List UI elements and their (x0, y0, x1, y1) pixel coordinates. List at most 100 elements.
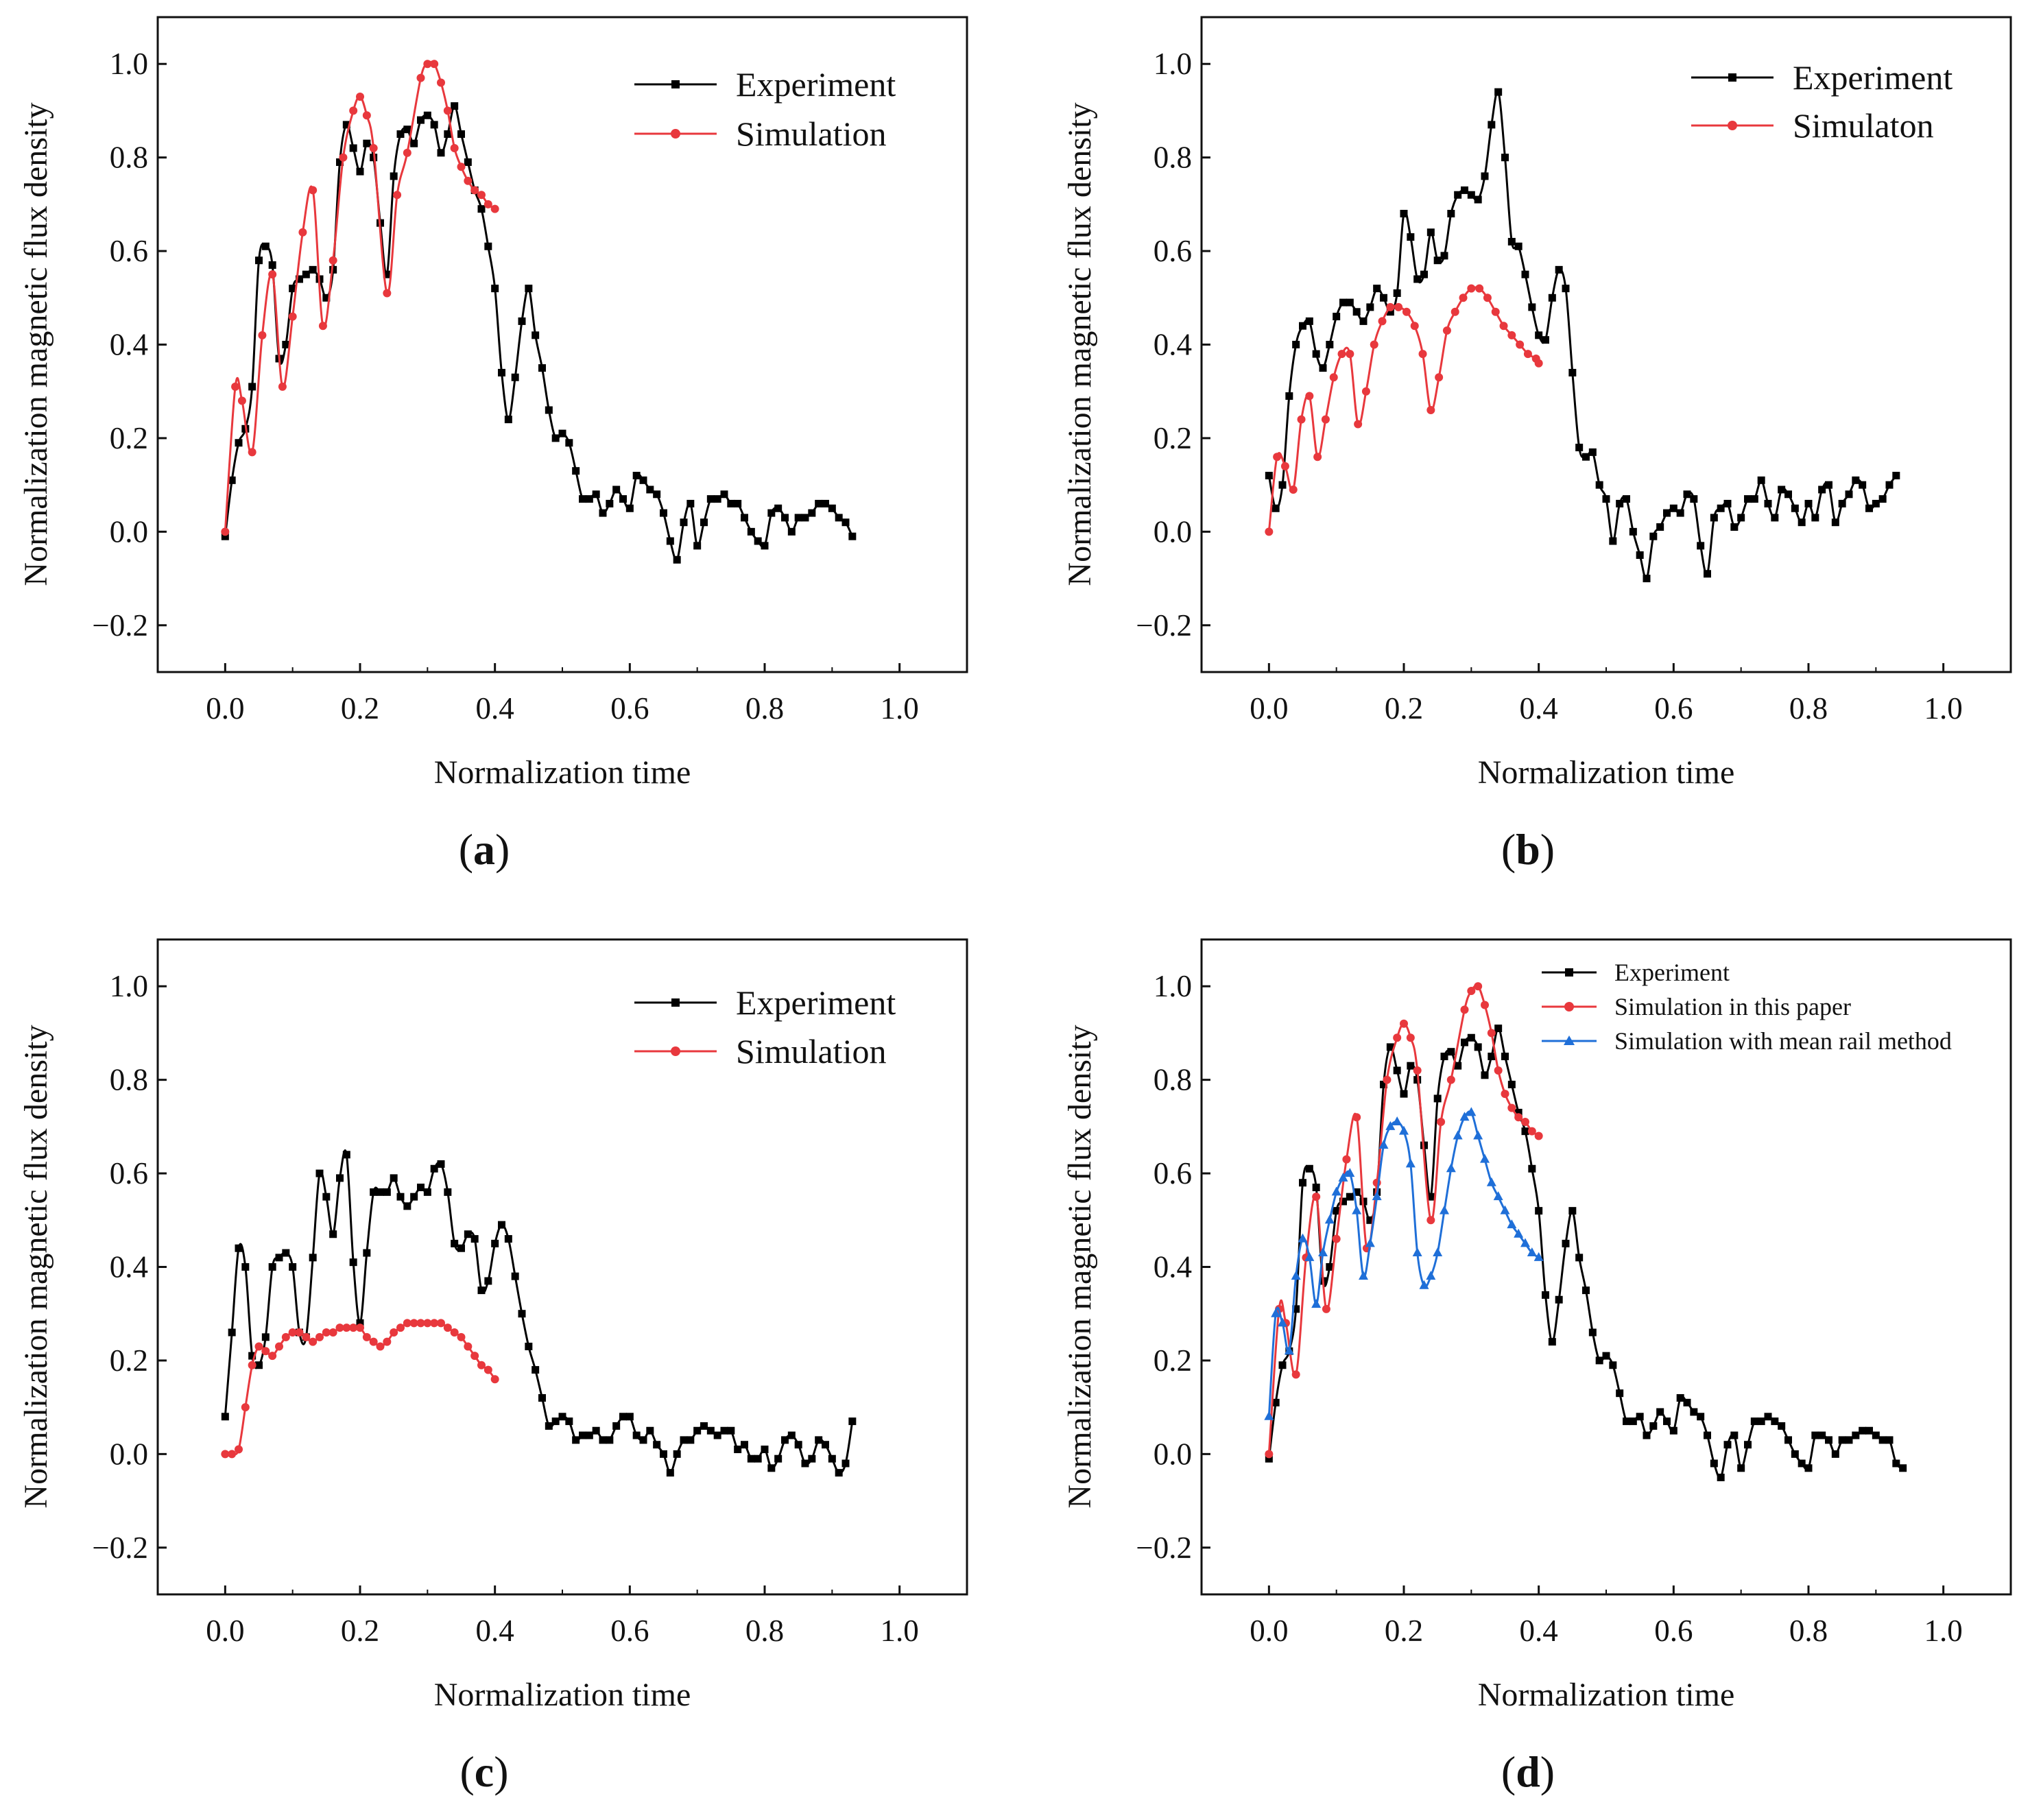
data-point (268, 1263, 276, 1271)
data-point (612, 1422, 621, 1430)
data-point (1305, 317, 1313, 325)
data-point (377, 1188, 384, 1196)
data-point (362, 1332, 371, 1341)
y-tick-label: −0.2 (92, 1531, 148, 1565)
data-point (1297, 415, 1306, 424)
data-point (255, 256, 263, 265)
data-point (261, 242, 270, 250)
data-point (450, 1328, 459, 1337)
data-point (1352, 308, 1361, 316)
data-point (1507, 1219, 1517, 1229)
data-point (1386, 1043, 1394, 1051)
data-point (457, 163, 466, 171)
data-point (1359, 1271, 1368, 1280)
data-point (1885, 1436, 1894, 1444)
data-point (356, 167, 364, 176)
data-point (390, 172, 398, 180)
data-point (464, 1342, 473, 1351)
data-point (1402, 307, 1411, 316)
data-point (221, 527, 230, 536)
data-point (1831, 1450, 1839, 1458)
data-point (430, 121, 438, 129)
data-point (1380, 1080, 1387, 1088)
x-axis-label: Normalization time (434, 1677, 691, 1713)
data-point (1394, 302, 1403, 311)
panel-d: −0.2 0.0 0.2 0.4 0.6 0.8 1.0 0.0 0.2 0.4 0.6 0.8 1.… (1062, 938, 2012, 1796)
panel-label: (b) (1501, 825, 1555, 874)
data-point (289, 1263, 297, 1271)
data-point (1656, 523, 1664, 531)
data-point (1386, 302, 1395, 311)
data-point (228, 1450, 237, 1459)
data-point (1278, 1317, 1287, 1327)
legend-label-experiment: Experiment (1614, 959, 1730, 986)
x-tick-label: 0.6 (1654, 691, 1693, 726)
data-point (491, 1239, 499, 1247)
data-point (693, 1426, 702, 1435)
legend-marker-simulation (671, 1046, 680, 1056)
data-point (1501, 1090, 1509, 1099)
data-point (1771, 514, 1779, 522)
data-point (410, 139, 418, 147)
data-point (1400, 210, 1408, 217)
data-point (248, 1361, 256, 1369)
data-point (1676, 509, 1684, 517)
data-point (1523, 350, 1532, 359)
data-point (1474, 195, 1482, 204)
data-point (1744, 1441, 1752, 1449)
data-point (767, 509, 776, 517)
y-axis-label: Normalization magnetic flux density (18, 1025, 54, 1508)
x-tick-label: 1.0 (1924, 691, 1963, 726)
data-point (1811, 514, 1819, 522)
data-point (808, 1454, 816, 1463)
data-point (1354, 420, 1363, 429)
data-point (1791, 504, 1799, 512)
data-point (1437, 1118, 1446, 1127)
data-point (464, 176, 473, 185)
data-point (1366, 303, 1374, 311)
data-point (1372, 1191, 1382, 1201)
x-axis: 0.0 0.2 0.4 0.6 0.8 1.0 (1201, 1585, 2011, 1648)
data-point (1784, 1436, 1792, 1444)
legend-label-simulation: Simulation in this paper (1614, 993, 1851, 1020)
data-point (1400, 1090, 1408, 1098)
y-axis-label: Normalization magnetic flux density (18, 102, 54, 586)
data-point (363, 1249, 371, 1257)
data-point (339, 153, 348, 162)
data-point (1299, 322, 1306, 330)
data-point (1359, 317, 1368, 325)
data-point (302, 1332, 311, 1341)
data-point (639, 1436, 647, 1444)
data-point (275, 1254, 283, 1262)
data-point (1454, 1062, 1462, 1070)
data-point (1433, 1247, 1443, 1257)
data-point (1697, 1413, 1705, 1421)
data-point (1562, 285, 1570, 293)
data-point (680, 1436, 688, 1444)
legend-marker-simulation (1728, 121, 1737, 130)
legend: Experiment Simulaton (1691, 58, 1953, 145)
data-point (409, 1319, 418, 1328)
y-tick-label: 0.8 (110, 1063, 148, 1097)
legend-label-simulation: Simulation (736, 1032, 886, 1070)
data-point (430, 60, 439, 69)
data-point (268, 1352, 277, 1361)
data-point (1859, 481, 1867, 489)
data-point (1280, 462, 1289, 470)
data-point (1446, 1075, 1455, 1084)
data-point (261, 1347, 270, 1356)
data-point (1380, 294, 1387, 302)
data-point (646, 486, 654, 494)
x-tick-label: 1.0 (881, 1614, 919, 1648)
x-tick-label: 0.4 (476, 1614, 514, 1648)
data-point (1474, 1043, 1482, 1051)
data-point (572, 1436, 580, 1444)
data-point (1535, 331, 1543, 339)
x-tick-label: 0.6 (610, 691, 649, 726)
data-point (1400, 1019, 1408, 1028)
data-point (1791, 1450, 1799, 1458)
data-point (315, 1332, 324, 1341)
data-point (551, 434, 560, 442)
data-point (1811, 1431, 1819, 1439)
data-point (1435, 373, 1444, 382)
